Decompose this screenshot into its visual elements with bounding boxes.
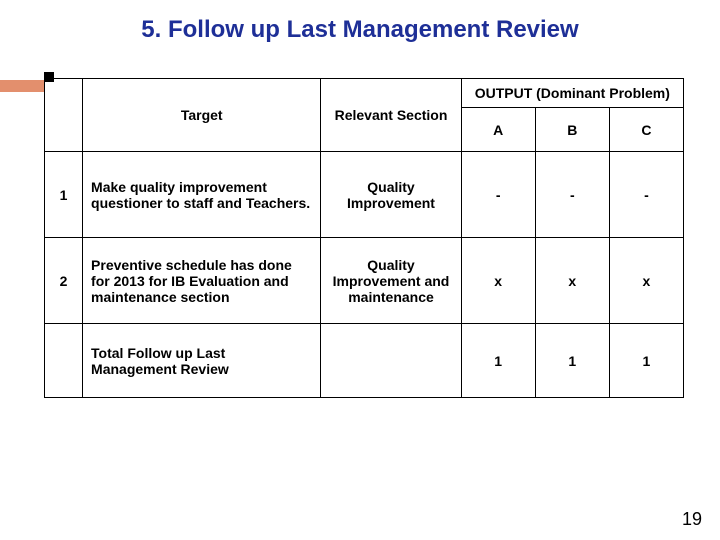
cell-output-b: 1: [535, 324, 609, 398]
col-header-section: Relevant Section: [321, 79, 461, 152]
table-header-row-1: Target Relevant Section OUTPUT (Dominant…: [45, 79, 684, 108]
table-container: Target Relevant Section OUTPUT (Dominant…: [44, 78, 684, 398]
cell-output-b: -: [535, 152, 609, 238]
cell-section: Quality Improvement: [321, 152, 461, 238]
col-header-output-c: C: [609, 108, 683, 152]
cell-target: Total Follow up Last Management Review: [83, 324, 321, 398]
table-row: 2 Preventive schedule has done for 2013 …: [45, 238, 684, 324]
cell-target: Preventive schedule has done for 2013 fo…: [83, 238, 321, 324]
cell-section: Quality Improvement and maintenance: [321, 238, 461, 324]
col-header-output-b: B: [535, 108, 609, 152]
management-review-table: Target Relevant Section OUTPUT (Dominant…: [44, 78, 684, 398]
cell-output-a: -: [461, 152, 535, 238]
page-title: 5. Follow up Last Management Review: [0, 0, 720, 62]
table-row-total: Total Follow up Last Management Review 1…: [45, 324, 684, 398]
cell-target: Make quality improvement questioner to s…: [83, 152, 321, 238]
cell-output-a: 1: [461, 324, 535, 398]
accent-square: [44, 72, 54, 82]
cell-num: 1: [45, 152, 83, 238]
col-header-target: Target: [83, 79, 321, 152]
col-header-num: [45, 79, 83, 152]
cell-output-c: 1: [609, 324, 683, 398]
cell-num: 2: [45, 238, 83, 324]
cell-output-c: -: [609, 152, 683, 238]
col-header-output-group: OUTPUT (Dominant Problem): [461, 79, 683, 108]
col-header-output-a: A: [461, 108, 535, 152]
cell-section: [321, 324, 461, 398]
table-row: 1 Make quality improvement questioner to…: [45, 152, 684, 238]
accent-bar: [0, 80, 44, 92]
cell-num: [45, 324, 83, 398]
cell-output-b: x: [535, 238, 609, 324]
cell-output-a: x: [461, 238, 535, 324]
page-number: 19: [682, 509, 702, 530]
cell-output-c: x: [609, 238, 683, 324]
